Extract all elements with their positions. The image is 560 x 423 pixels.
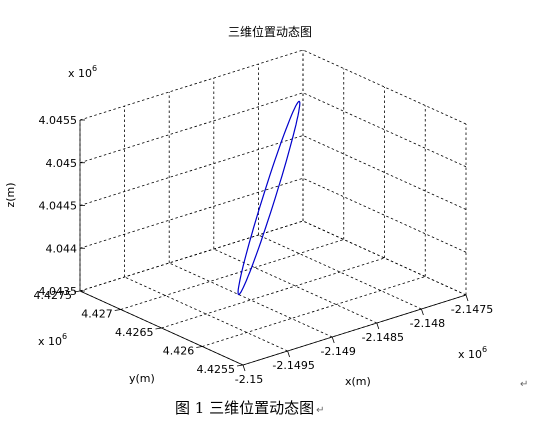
x-axis-label: x(m) [345, 375, 371, 388]
z-tick-label: 4.0445 [39, 200, 78, 213]
z-tick-labels: 4.0435 4.044 4.0445 4.045 4.0455 [39, 114, 78, 298]
grid-line [161, 257, 385, 329]
figure-caption: 图 1 三维位置动态图 ↵ [175, 399, 324, 417]
trajectory-line [237, 100, 301, 296]
x-tick-mark [331, 336, 335, 344]
grid-line [120, 239, 344, 310]
y-tick-label: 4.426 [163, 345, 195, 358]
y-tick-label: 4.4275 [34, 289, 73, 302]
grid-lines [79, 49, 467, 366]
x-tick-mark [242, 364, 246, 372]
y-tick-mark [196, 346, 203, 348]
grid-line [79, 220, 304, 292]
grid-line [169, 262, 333, 338]
grid-line [202, 276, 426, 347]
chart-title: 三维位置动态图 [228, 24, 312, 39]
x-tick-label: -2.15 [235, 373, 263, 386]
y-tick-mark [155, 327, 162, 330]
y-tick-mark [236, 364, 244, 367]
x-axis-line [242, 294, 467, 366]
x-tick-label: -2.148 [410, 317, 445, 330]
x-tick-mark [465, 294, 469, 302]
grid-line [79, 135, 304, 206]
x-tick-label: -2.1485 [362, 331, 404, 344]
x-tick-label: -2.1495 [272, 359, 314, 372]
y-tick-label: 4.4265 [115, 326, 154, 339]
z-tick-label: 4.044 [46, 242, 78, 255]
x-tick-mark [287, 350, 290, 358]
y-tick-label: 4.427 [81, 308, 113, 321]
axes-box [73, 119, 469, 372]
z-axis-label: z(m) [4, 182, 17, 207]
z-exponent-label: x 106 [68, 64, 97, 80]
y-tick-label: 4.4255 [197, 363, 236, 376]
y-axis-label: y(m) [129, 372, 155, 385]
y-exponent-label: x 106 [38, 332, 67, 348]
z-tick-label: 4.045 [46, 157, 78, 170]
x-exponent-label: x 106 [458, 345, 487, 361]
y-tick-mark [73, 290, 81, 293]
x-tick-label: -2.149 [320, 345, 355, 358]
z-tick-label: 4.0455 [39, 114, 78, 127]
grid-line [79, 49, 304, 121]
return-mark: ↵ [520, 379, 528, 390]
x-tick-mark [376, 322, 380, 330]
y-tick-mark [114, 309, 121, 311]
z-tick-label: 4.0435 [39, 285, 78, 298]
x-tick-labels: -2.15 -2.1495 -2.149 -2.1485 -2.148 -2.1475 [235, 303, 493, 386]
x-tick-mark [421, 308, 424, 316]
grid-line [79, 92, 304, 164]
grid-line [79, 177, 304, 249]
x-tick-label: -2.1475 [451, 303, 493, 316]
